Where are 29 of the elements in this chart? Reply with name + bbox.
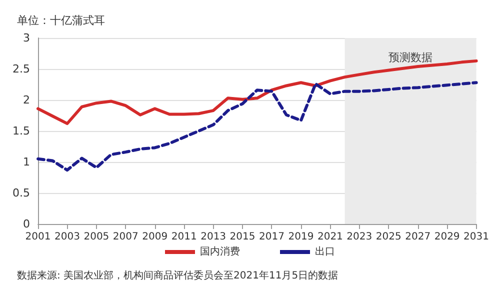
- x-tick-label: 2011: [171, 232, 197, 242]
- legend-label: 出口: [315, 246, 335, 258]
- x-tick-label: 2015: [230, 232, 256, 242]
- y-tick-label: 0: [23, 218, 30, 230]
- x-tick-label: 2025: [376, 232, 402, 242]
- line-series: [36, 81, 478, 172]
- y-tick-label: 0.5: [12, 186, 30, 200]
- legend-label: 国内消费: [200, 246, 240, 258]
- x-tick-label: 2017: [259, 232, 284, 242]
- x-tick-label: 2013: [200, 232, 226, 242]
- source-note: 数据来源: 美国农业部，机构间商品评估委员会至2021年11月5日的数据: [17, 270, 338, 282]
- x-tick-label: 2007: [112, 232, 138, 242]
- x-tick-label: 2029: [434, 232, 460, 242]
- y-tick-label: 2.5: [12, 62, 30, 76]
- x-tick-label: 2005: [84, 232, 110, 242]
- x-tick-label: 2023: [346, 232, 372, 242]
- y-tick-label: 1: [23, 156, 30, 168]
- y-tick-label: 1.5: [12, 124, 30, 138]
- y-tick-label: 2: [23, 94, 30, 106]
- x-tick-label: 2031: [464, 232, 489, 242]
- y-tick-label: 3: [23, 32, 30, 44]
- x-tick-label: 2009: [142, 232, 168, 242]
- y-axis-title: 单位：十亿蒲式耳: [17, 14, 105, 27]
- x-tick-label: 2021: [317, 232, 343, 242]
- x-tick-label: 2003: [54, 232, 80, 242]
- band-label: 预测数据: [388, 51, 433, 64]
- x-tick-label: 2001: [25, 232, 51, 242]
- x-tick-label: 2027: [405, 232, 431, 242]
- x-tick-label: 2019: [288, 232, 314, 242]
